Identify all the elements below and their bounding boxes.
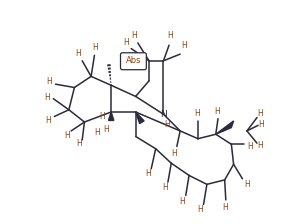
- Text: H: H: [180, 196, 185, 206]
- Text: H: H: [167, 31, 173, 40]
- Text: H: H: [64, 131, 70, 140]
- Text: H: H: [171, 149, 177, 158]
- Text: H: H: [93, 43, 98, 52]
- Text: H: H: [46, 116, 51, 125]
- Text: H: H: [99, 112, 105, 121]
- Text: H: H: [197, 205, 203, 214]
- Text: H: H: [247, 142, 253, 151]
- Text: H: H: [76, 49, 81, 58]
- Text: H: H: [44, 93, 50, 102]
- FancyBboxPatch shape: [120, 53, 146, 70]
- Polygon shape: [136, 112, 144, 124]
- Text: H: H: [182, 41, 187, 50]
- Text: H: H: [244, 180, 250, 189]
- Text: H: H: [194, 109, 200, 118]
- Text: H: H: [164, 120, 170, 129]
- Polygon shape: [216, 121, 234, 134]
- Text: H: H: [103, 125, 109, 134]
- Text: H: H: [123, 38, 129, 47]
- Text: H: H: [132, 31, 137, 40]
- Text: H: H: [257, 141, 263, 150]
- Text: H: H: [222, 203, 228, 212]
- Text: H: H: [145, 169, 151, 178]
- Text: H: H: [162, 183, 168, 192]
- Text: N: N: [160, 110, 167, 119]
- Text: Abs: Abs: [126, 56, 141, 65]
- Text: H: H: [94, 127, 100, 137]
- Text: H: H: [257, 109, 263, 118]
- Text: H: H: [76, 139, 82, 148]
- Text: H: H: [46, 78, 52, 86]
- Text: H: H: [259, 121, 264, 129]
- Text: H: H: [215, 107, 221, 116]
- Polygon shape: [108, 112, 114, 121]
